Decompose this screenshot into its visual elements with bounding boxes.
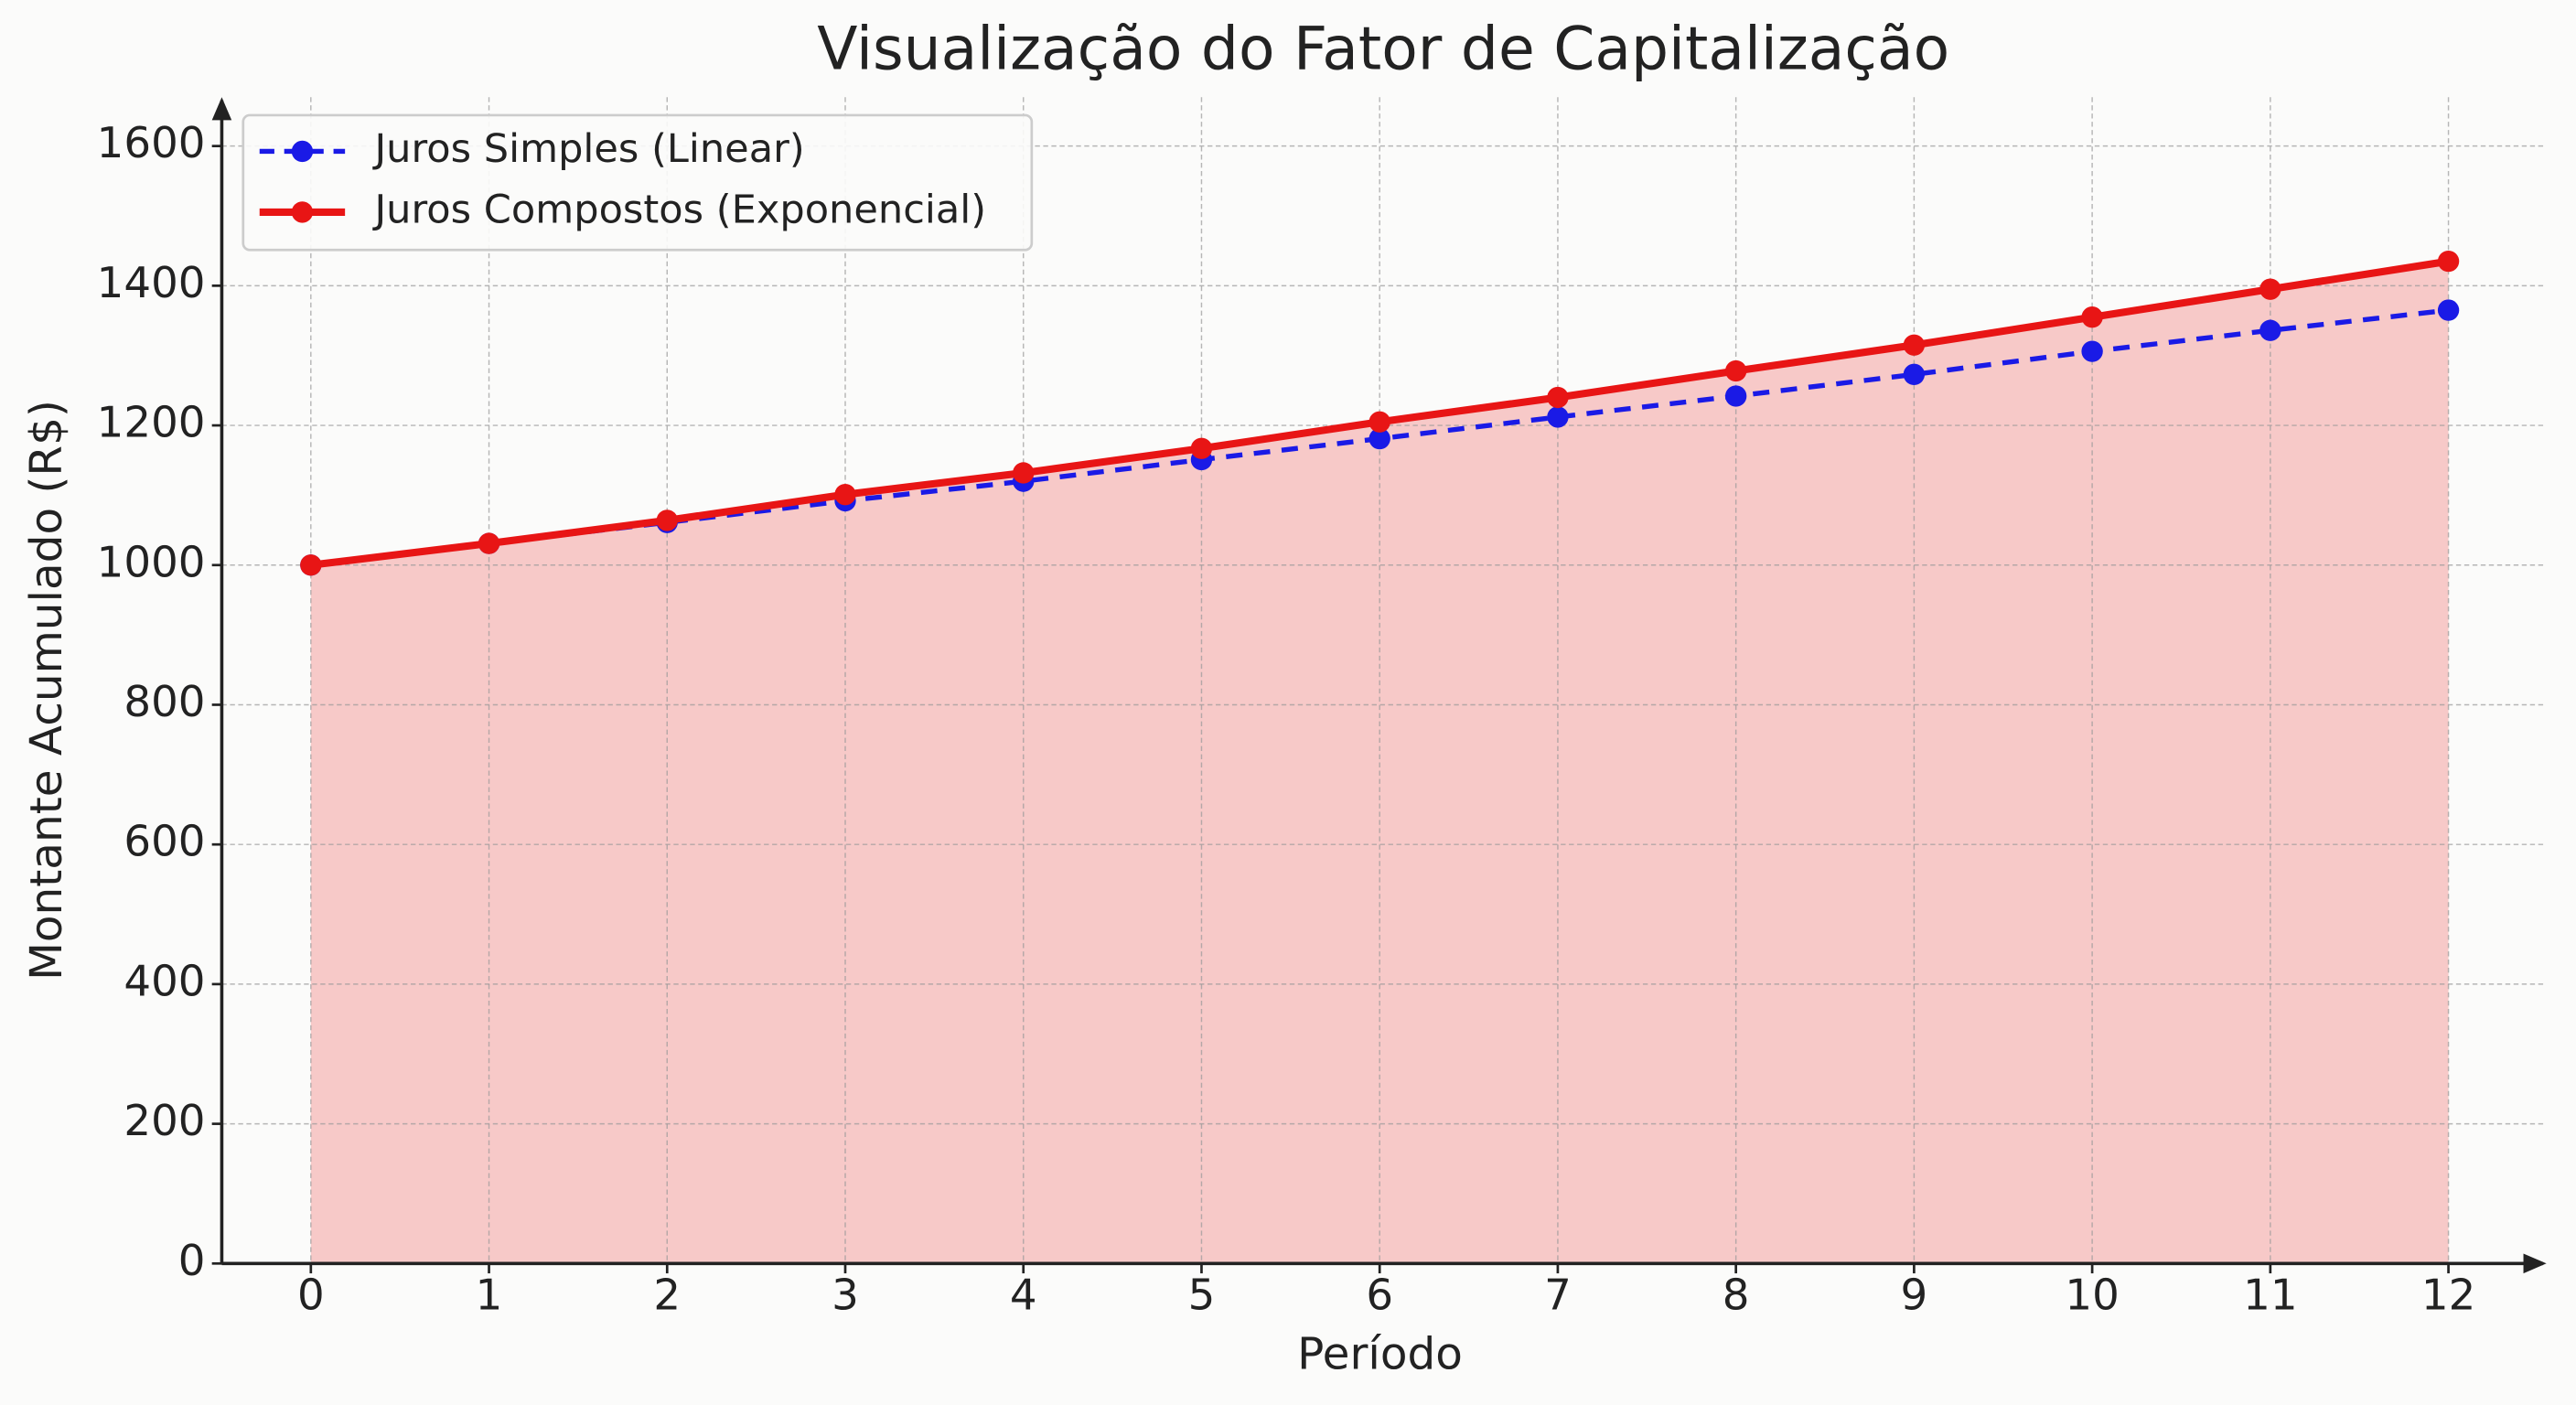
- y-tick-label: 600: [123, 818, 205, 867]
- data-point: [2081, 340, 2103, 362]
- x-tick-label: 0: [297, 1271, 325, 1321]
- data-point: [1547, 406, 1569, 428]
- data-point: [1903, 334, 1926, 356]
- x-tick-label: 4: [1010, 1271, 1037, 1321]
- y-axis-arrow: [211, 97, 232, 121]
- y-tick-label: 1000: [97, 538, 206, 587]
- data-point: [1013, 462, 1035, 484]
- x-axis-label: Período: [1297, 1329, 1463, 1380]
- data-point: [2259, 278, 2281, 300]
- x-tick-label: 7: [1544, 1271, 1572, 1321]
- legend-label: Juros Simples (Linear): [371, 126, 804, 172]
- data-point: [1368, 411, 1390, 433]
- legend-box: [242, 113, 1034, 252]
- x-tick-label: 12: [2421, 1271, 2475, 1321]
- data-point: [2259, 319, 2281, 341]
- x-tick-label: 2: [653, 1271, 681, 1321]
- x-tick-label: 10: [2065, 1271, 2119, 1321]
- y-axis-label: Montante Acumulado (R$): [21, 400, 72, 981]
- y-tick-label: 800: [123, 678, 205, 727]
- y-tick-label: 200: [123, 1097, 205, 1146]
- x-tick-label: 8: [1723, 1271, 1750, 1321]
- y-tick-label: 400: [123, 957, 205, 1006]
- data-point: [1547, 386, 1569, 409]
- x-tick-label: 11: [2243, 1271, 2297, 1321]
- data-point: [2437, 250, 2460, 273]
- legend-label: Juros Compostos (Exponencial): [371, 187, 986, 232]
- data-point: [1190, 437, 1213, 459]
- y-tick-label: 1400: [97, 259, 206, 308]
- data-point: [1903, 363, 1926, 386]
- data-point: [300, 554, 322, 576]
- x-tick-label: 5: [1188, 1271, 1216, 1321]
- x-tick-label: 9: [1901, 1271, 1928, 1321]
- legend-marker: [291, 140, 314, 163]
- data-point: [2437, 299, 2460, 321]
- x-tick-label: 1: [476, 1271, 503, 1321]
- legend-marker: [291, 201, 314, 223]
- data-point: [1724, 385, 1747, 407]
- data-point: [478, 532, 500, 554]
- y-tick-label: 1200: [97, 399, 206, 448]
- x-tick-label: 3: [832, 1271, 859, 1321]
- y-tick-label: 1600: [97, 119, 206, 168]
- x-axis-arrow: [2523, 1253, 2547, 1274]
- data-point: [834, 483, 856, 506]
- data-point: [1368, 427, 1390, 450]
- data-point: [656, 509, 678, 531]
- data-point: [2081, 306, 2103, 328]
- chart-title: Visualização do Fator de Capitalização: [817, 15, 1949, 83]
- data-point: [1724, 359, 1747, 382]
- x-tick-label: 6: [1366, 1271, 1393, 1321]
- y-tick-label: 0: [178, 1237, 206, 1286]
